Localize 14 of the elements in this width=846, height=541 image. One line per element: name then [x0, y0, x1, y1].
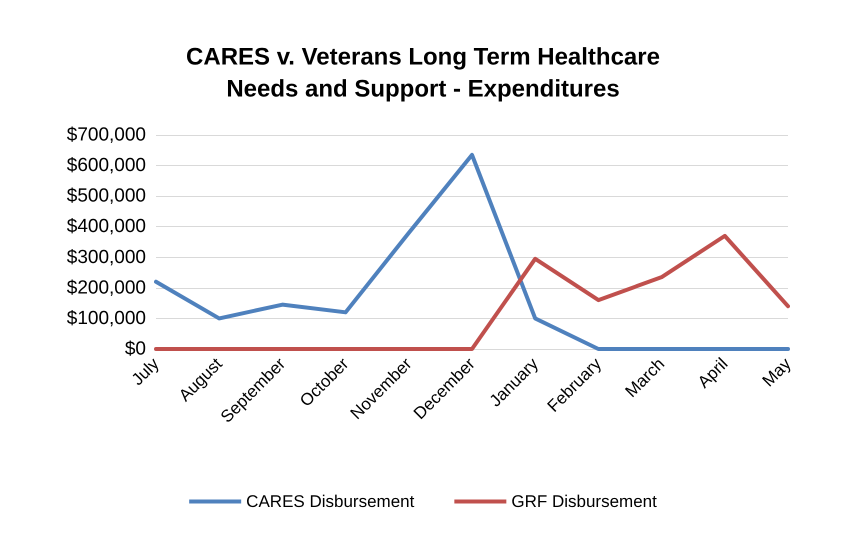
chart-title: CARES v. Veterans Long Term Healthcare Needs and Support - Expenditures — [186, 44, 660, 102]
line-series — [154, 152, 790, 351]
y-tick-label: $300,000 — [66, 246, 146, 268]
legend-label: GRF Disbursement — [511, 492, 658, 511]
line-series — [154, 234, 790, 351]
y-tick-label: $100,000 — [66, 308, 146, 329]
y-tick-label: $200,000 — [66, 277, 146, 298]
y-tick-label: $0 — [124, 338, 146, 360]
x-tick-label: May — [758, 354, 796, 390]
legend-label: CARES Disbursement — [246, 492, 415, 511]
y-tick-label: $600,000 — [66, 155, 146, 176]
y-tick-label: $400,000 — [66, 216, 146, 238]
y-tick-label: $500,000 — [66, 186, 146, 207]
y-tick-label: $700,000 — [66, 124, 146, 146]
